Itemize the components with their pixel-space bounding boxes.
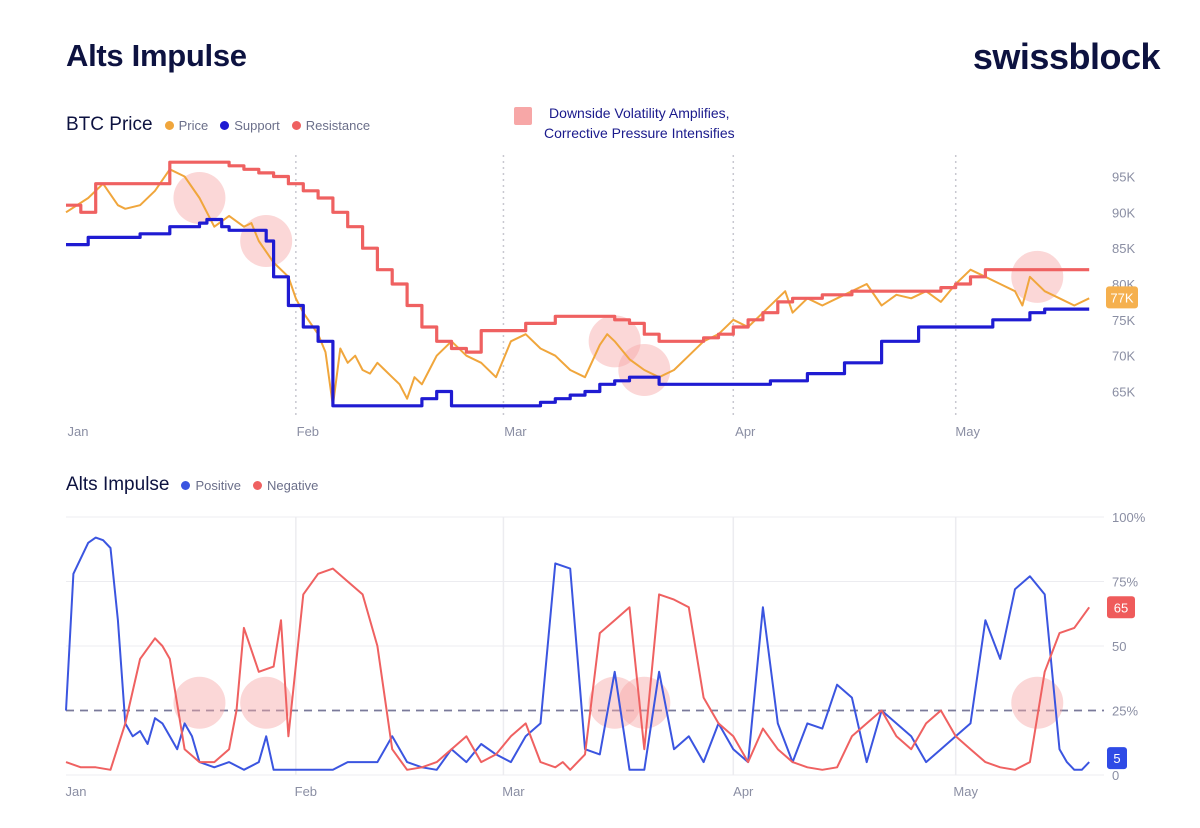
impulse-highlight-circle [588,676,641,729]
impulse-highlight-circle [1011,676,1064,729]
impulse-highlight-circle [173,676,226,729]
annotation-line-1: Downside Volatility Amplifies, [549,105,730,121]
positive-last-value-label: 5 [1113,751,1120,766]
page-title: Alts Impulse [66,38,247,73]
annotation-line-2: Corrective Pressure Intensifies [544,125,735,141]
legend-positive-dot [181,480,191,490]
price-last-value-badge [1106,286,1138,309]
legend-negative-dot [253,480,263,490]
price-x-tick-label: Mar [504,424,527,439]
impulse-chart-title: Alts Impulse [66,474,170,495]
impulse-x-tick-label: May [953,784,978,799]
impulse-x-tick-label: Feb [295,784,317,799]
brand-logo: swissblock [972,36,1161,77]
annotation-swatch [514,107,532,125]
series-line-negative [65,567,1091,771]
price-x-tick-label: Feb [297,424,319,439]
price-y-tick-label: 95K [1112,170,1135,185]
legend-price-label: Price [178,117,209,133]
price-y-tick-label: 75K [1112,313,1135,328]
negative-last-value-label: 65 [1114,600,1128,615]
volatility-highlight-circle [1011,250,1064,303]
impulse-x-tick-label: Jan [66,784,87,799]
impulse-y-tick-label: 75% [1112,575,1138,590]
legend-negative[interactable]: Negative [253,478,318,493]
legend-support-label: Support [234,117,280,133]
impulse-y-tick-label: 0 [1112,768,1119,783]
impulse-highlight-circle [240,676,293,729]
impulse-y-tick-label: 100% [1112,510,1146,525]
price-x-tick-label: May [955,424,980,439]
legend-resistance-dot [291,120,301,130]
legend-negative-label: Negative [267,477,319,493]
impulse-panel-header: Alts Impulse Positive Negative [66,474,330,496]
price-last-value-label: 77K [1110,290,1133,305]
legend-price-dot [164,120,174,130]
impulse-y-tick-label: 25% [1112,704,1138,719]
series-line-support [66,217,1090,408]
legend-resistance[interactable]: Resistance [291,117,371,133]
legend-resistance-label: Resistance [305,117,371,133]
legend-support-dot [220,120,230,130]
price-y-tick-label: 85K [1112,241,1135,256]
impulse-x-tick-label: Mar [502,784,525,799]
price-y-tick-label: 70K [1112,349,1135,364]
impulse-y-tick-label: 50 [1112,639,1126,654]
volatility-annotation: Downside Volatility Amplifies, Correctiv… [514,103,735,143]
legend-price[interactable]: Price [164,117,209,133]
legend-support[interactable]: Support [220,118,280,133]
price-panel-header: BTC Price Price Support Resistance [66,114,382,136]
price-x-tick-label: Jan [68,424,89,439]
negative-last-value-badge [1107,596,1135,619]
price-y-tick-label: 65K [1112,385,1135,400]
price-y-tick-label: 90K [1112,205,1135,220]
series-line-resistance [66,160,1090,354]
series-line-positive [65,536,1090,771]
legend-positive-label: Positive [195,477,242,493]
price-chart-title: BTC Price [66,114,153,135]
series-line-price [65,168,1090,407]
legend-positive[interactable]: Positive [181,478,241,493]
impulse-x-tick-label: Apr [733,784,754,799]
positive-last-value-badge [1107,747,1127,770]
price-x-tick-label: Apr [735,424,756,439]
